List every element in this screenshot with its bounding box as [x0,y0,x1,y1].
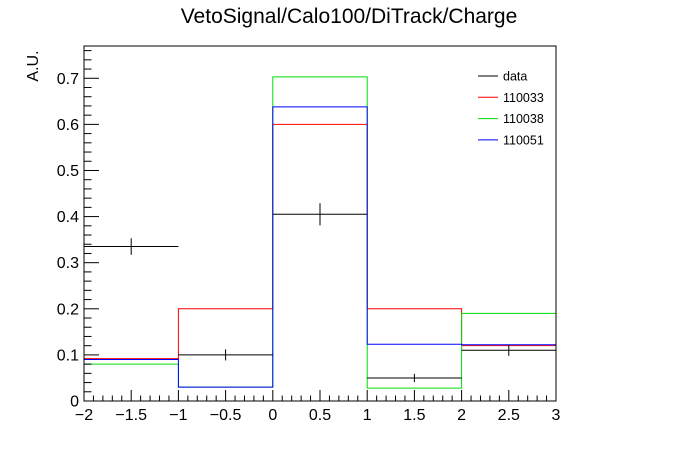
x-tick-label: 1.5 [403,407,425,424]
axes: −2 −1.5 −1 −0.5 0 0.5 1 1.5 2 2.5 3 0 0.1 0.2 0.3 0.4 0.… [57,50,561,424]
x-tick-label: −1 [169,407,187,424]
legend-entry: 110051 [478,133,544,147]
legend-entry: 110038 [478,112,544,126]
y-tick-label: 0 [70,394,79,411]
y-tick-label: 0.2 [57,301,79,318]
x-tick-label: 0 [268,407,277,424]
chart-title: VetoSignal/Calo100/DiTrack/Charge [181,5,518,28]
x-tick-label: 3 [552,407,561,424]
histograms [83,76,557,401]
x-tick-label: 0.5 [309,407,331,424]
data-point [84,238,179,255]
legend-entry: data [478,70,527,84]
legend-label: 110038 [503,112,544,126]
y-tick-label: 0.6 [57,117,79,134]
data-point [272,203,368,226]
x-tick-label: −1.5 [115,407,147,424]
y-axis-label: A.U. [25,50,42,81]
y-tick-label: 0.1 [57,347,79,364]
legend: data 110033 110038 110051 [478,70,544,147]
data-point [178,349,273,361]
x-tick-label: 1 [363,407,372,424]
y-tick-label: 0.4 [57,209,79,226]
data-points [84,203,556,383]
histogram-110051 [83,106,557,401]
legend-label: 110033 [503,91,544,105]
legend-label: data [503,70,527,84]
x-tick-label: 2 [457,407,466,424]
y-tick-label: 0.3 [57,255,79,272]
histogram-110038 [83,76,557,401]
legend-label: 110051 [503,133,544,147]
y-tick-label: 0.7 [57,71,79,88]
x-tick-label: 2.5 [498,407,520,424]
data-point [461,344,556,356]
legend-entry: 110033 [478,91,544,105]
x-tick-label: −2 [75,407,93,424]
histogram-110033 [83,123,557,401]
data-point [367,373,462,383]
y-tick-label: 0.5 [57,163,79,180]
x-tick-label: −0.5 [210,407,242,424]
